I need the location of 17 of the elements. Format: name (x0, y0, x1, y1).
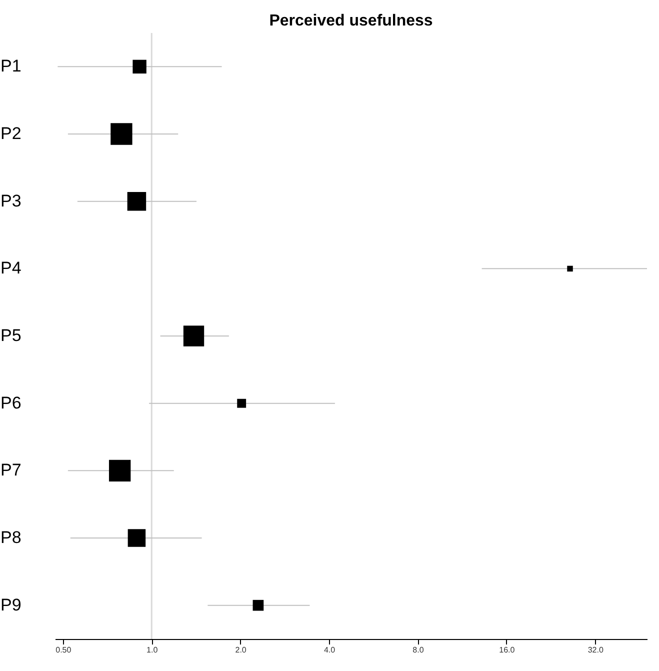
y-tick-label: P7 (0, 460, 22, 480)
y-tick-label: P2 (0, 124, 22, 143)
y-tick-label: P1 (0, 56, 22, 76)
y-tick-label: P3 (0, 191, 22, 210)
x-tick-label: 1.0 (146, 646, 158, 654)
x-tick-label: 0.50 (56, 646, 72, 654)
x-tick-label: 16.0 (499, 646, 516, 654)
x-tick-label: 32.0 (588, 646, 604, 654)
y-tick-label: P9 (0, 595, 22, 614)
y-tick-label: P5 (0, 326, 22, 345)
chart-title: Perceived usefulness (269, 12, 433, 30)
y-tick-label: P4 (0, 258, 22, 278)
x-tick-label: 8.0 (412, 646, 424, 654)
y-tick-label: P8 (0, 528, 22, 547)
x-tick-label: 2.0 (235, 646, 247, 654)
x-tick-label: 4.0 (324, 646, 336, 654)
y-tick-label: P6 (0, 393, 22, 412)
